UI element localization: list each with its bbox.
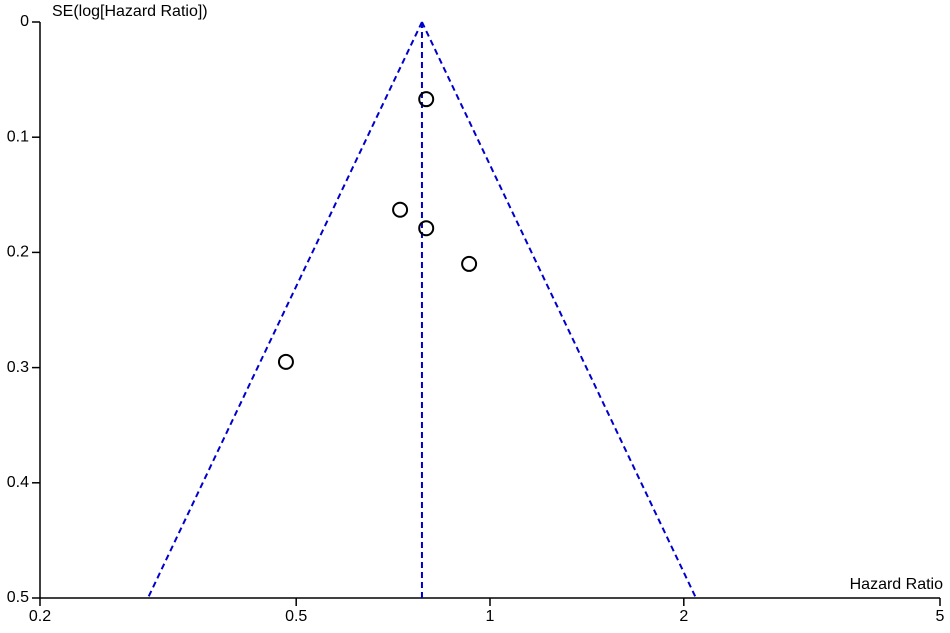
x-axis-label: Hazard Ratio	[850, 576, 943, 593]
y-tick-label: 0.3	[7, 359, 29, 376]
study-point	[418, 91, 435, 108]
x-tick-label: 0.2	[29, 608, 51, 625]
y-tick-label: 0.2	[7, 244, 29, 261]
funnel-limit	[147, 21, 423, 599]
x-tick-label: 5	[936, 608, 945, 625]
x-tick-label: 1	[486, 608, 495, 625]
x-tick-label: 2	[679, 608, 688, 625]
x-tick-label: 0.5	[285, 608, 307, 625]
study-point	[392, 201, 409, 218]
funnel-limit	[421, 21, 697, 599]
y-tick-label: 0	[20, 13, 29, 30]
y-axis-label: SE(log[Hazard Ratio])	[52, 3, 208, 20]
y-tick-label: 0.5	[7, 589, 29, 606]
y-tick-label: 0.1	[7, 128, 29, 145]
y-tick-label: 0.4	[7, 474, 29, 491]
study-point	[461, 255, 478, 272]
study-point	[277, 353, 294, 370]
study-point	[418, 220, 435, 237]
